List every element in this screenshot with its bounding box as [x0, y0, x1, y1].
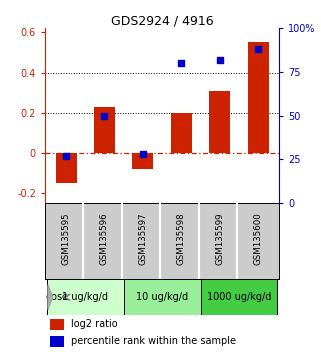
- Text: GSM135595: GSM135595: [62, 212, 71, 265]
- Text: GSM135600: GSM135600: [254, 212, 263, 265]
- Text: GSM135599: GSM135599: [215, 212, 224, 265]
- Polygon shape: [48, 285, 53, 310]
- Point: [64, 153, 69, 159]
- Bar: [47, 279, 124, 315]
- Bar: [56, 153, 77, 183]
- Title: GDS2924 / 4916: GDS2924 / 4916: [111, 14, 213, 27]
- Bar: [201, 279, 277, 315]
- Bar: [50, 336, 64, 347]
- Text: dose: dose: [46, 292, 69, 302]
- Point: [217, 57, 222, 63]
- Text: log2 ratio: log2 ratio: [71, 319, 117, 329]
- Text: 1000 ug/kg/d: 1000 ug/kg/d: [207, 292, 271, 302]
- Point: [256, 46, 261, 52]
- Text: percentile rank within the sample: percentile rank within the sample: [71, 336, 236, 346]
- Text: 10 ug/kg/d: 10 ug/kg/d: [136, 292, 188, 302]
- Point: [179, 61, 184, 66]
- Bar: [50, 319, 64, 330]
- Bar: [247, 42, 269, 153]
- Text: 1 ug/kg/d: 1 ug/kg/d: [62, 292, 108, 302]
- Bar: [132, 153, 153, 169]
- Bar: [94, 107, 115, 153]
- Text: GSM135596: GSM135596: [100, 212, 109, 265]
- Point: [140, 151, 145, 157]
- Point: [102, 113, 107, 119]
- Bar: [171, 113, 192, 153]
- Bar: [209, 91, 230, 153]
- Text: GSM135598: GSM135598: [177, 212, 186, 265]
- Text: GSM135597: GSM135597: [138, 212, 147, 265]
- Bar: [124, 279, 201, 315]
